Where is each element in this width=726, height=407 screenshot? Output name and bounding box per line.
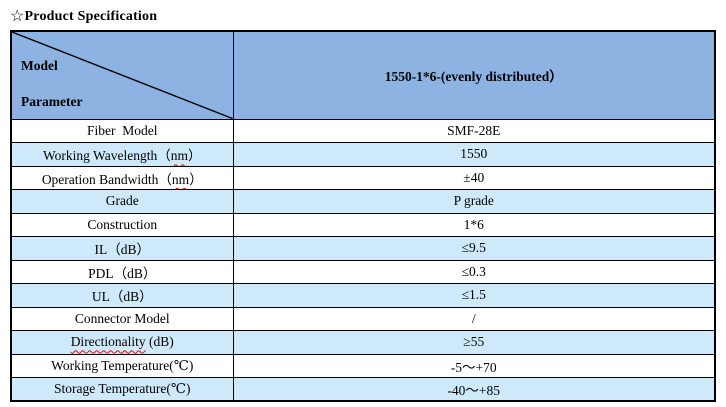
table-row: Grade P grade (10, 189, 716, 214)
table-row: PDL（dB） ≤0.3 (10, 259, 716, 284)
cell-text: ≤0.3 (461, 263, 486, 279)
table-row: Working Wavelength（nm） 1550 (10, 142, 716, 167)
misspelled-text: Directionality (70, 334, 146, 350)
cell-text: Storage Temperature(℃) (54, 381, 191, 396)
cell-text: P grade (453, 193, 494, 209)
parameter-cell: UL（dB） (10, 283, 234, 308)
table-row: Working Temperature(℃) -5～+70 (10, 353, 716, 378)
value-cell: 1550 (232, 142, 716, 167)
parameter-cell: Working Wavelength（nm） (10, 142, 234, 167)
parameter-cell: Fiber Model (10, 118, 234, 143)
value-cell: 1*6 (232, 212, 716, 237)
value-cell: ±40 (232, 165, 716, 190)
cell-text: Working Temperature(℃) (51, 357, 194, 373)
cell-text: ±40 (463, 169, 485, 185)
parameter-cell: IL（dB） (10, 236, 234, 261)
parameter-cell: Directionality (dB) (10, 330, 234, 355)
table-row: Storage Temperature(℃) -40～+85 (10, 377, 716, 402)
cell-text: ） (189, 171, 203, 187)
cell-text: Grade (105, 193, 139, 209)
page-title: ☆Product Specification (10, 6, 726, 26)
value-cell: ≤9.5 (232, 236, 716, 261)
cell-text: PDL（dB） (88, 265, 157, 281)
value-cell: -40～+85 (232, 377, 716, 402)
cell-text: Operation Bandwidth（ (41, 171, 172, 187)
value-cell: ≥55 (232, 330, 716, 355)
value-cell: P grade (232, 189, 716, 214)
model-parameter-header-cell: Model Parameter (10, 30, 234, 120)
star-icon: ☆ (10, 8, 25, 25)
parameter-cell: Connector Model (10, 306, 234, 331)
cell-text: Fiber Model (87, 122, 158, 138)
cell-text: 1*6 (463, 216, 484, 232)
parameter-cell: Construction (10, 212, 234, 237)
parameter-cell: Working Temperature(℃) (10, 353, 234, 378)
cell-text: -40～+85 (447, 383, 501, 398)
table-row: IL（dB） ≤9.5 (10, 236, 716, 261)
header-parameter-label: Parameter (21, 93, 83, 109)
cell-text: Working Wavelength（ (43, 148, 171, 164)
cell-text: Connector Model (74, 310, 170, 326)
table-row: UL（dB） ≤1.5 (10, 283, 716, 308)
value-cell: -5～+70 (232, 353, 716, 378)
cell-text: Construction (87, 216, 158, 232)
value-cell: / (232, 306, 716, 331)
cell-text: ≤1.5 (461, 287, 486, 303)
cell-text: ≥55 (463, 334, 485, 350)
parameter-cell: Grade (10, 189, 234, 214)
parameter-cell: Storage Temperature(℃) (10, 377, 234, 402)
cell-text: (dB) (145, 334, 174, 350)
value-cell: ≤0.3 (232, 259, 716, 284)
cell-text: IL（dB） (94, 242, 151, 258)
value-cell: ≤1.5 (232, 283, 716, 308)
product-spec-table: Model Parameter 1550-1*6-(evenly distrib… (10, 30, 716, 402)
cell-text: -5～+70 (450, 359, 497, 375)
cell-text: / (471, 310, 476, 326)
cell-text: UL（dB） (91, 289, 153, 305)
table-row: Fiber Model SMF-28E (10, 118, 716, 143)
spec-table-body: Fiber Model SMF-28E Working Wavelength（nm）… (10, 118, 716, 402)
table-row: Connector Model / (10, 306, 716, 331)
parameter-cell: PDL（dB） (10, 259, 234, 284)
cell-text: 1550 (460, 146, 488, 162)
table-row: Construction 1*6 (10, 212, 716, 237)
table-row: Directionality (dB) ≥55 (10, 330, 716, 355)
cell-text: ） (187, 148, 202, 164)
misspelled-text: nm (171, 171, 190, 187)
header-row: Model Parameter 1550-1*6-(evenly distrib… (10, 30, 716, 120)
page-title-text: Product Specification (24, 9, 158, 24)
header-model-value: 1550-1*6-(evenly distributed） (232, 30, 716, 120)
table-row: Operation Bandwidth（nm） ±40 (10, 165, 716, 190)
cell-text: ≤9.5 (461, 240, 486, 256)
parameter-cell: Operation Bandwidth（nm） (10, 165, 234, 190)
header-model-label: Model (21, 58, 58, 73)
cell-text: SMF-28E (447, 122, 501, 138)
misspelled-text: nm (170, 148, 188, 164)
value-cell: SMF-28E (232, 118, 716, 143)
diagonal-divider-line (12, 32, 233, 119)
